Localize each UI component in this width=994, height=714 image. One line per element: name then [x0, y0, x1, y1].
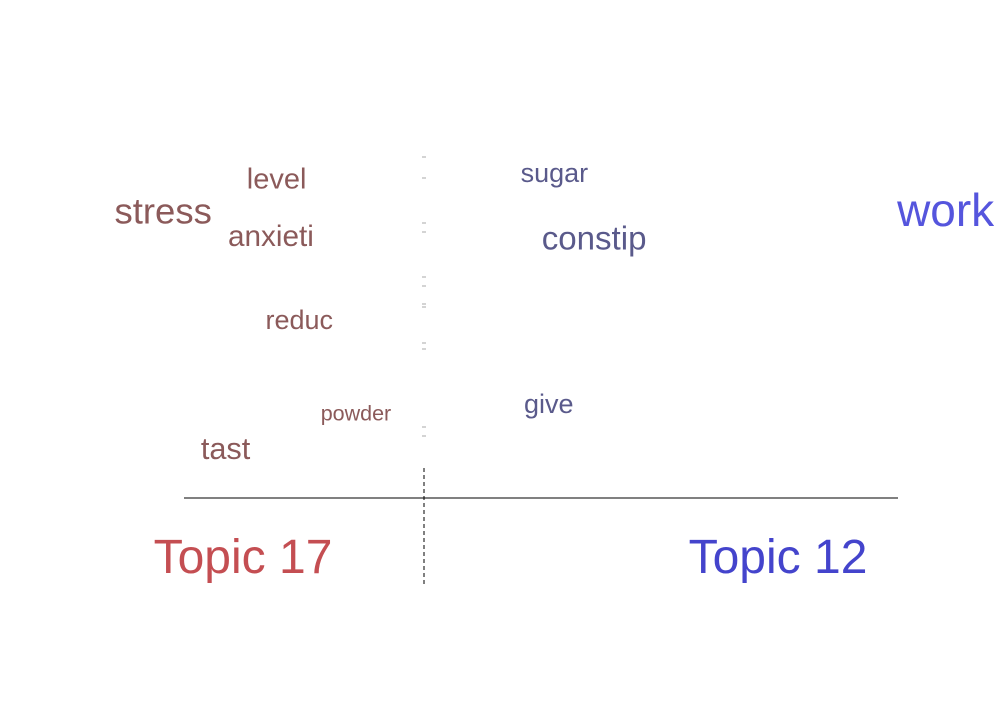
word-label-sugar: sugar: [521, 158, 589, 188]
right-topic-label: Topic 12: [689, 531, 868, 584]
word-label-stress: stress: [115, 191, 212, 232]
word-label-tast: tast: [201, 431, 251, 466]
word-label-reduc: reduc: [265, 305, 333, 335]
left-topic-label: Topic 17: [154, 531, 333, 584]
word-label-anxieti: anxieti: [228, 220, 314, 253]
word-label-constip: constip: [542, 221, 647, 258]
word-label-level: level: [247, 164, 307, 196]
word-label-work: work: [896, 184, 994, 236]
words-layer: work stress level sugar anxieti constip reduc p…: [115, 158, 994, 466]
word-label-give: give: [524, 389, 574, 419]
word-label-powder: powder: [321, 402, 392, 426]
marks-layer: [422, 156, 426, 437]
